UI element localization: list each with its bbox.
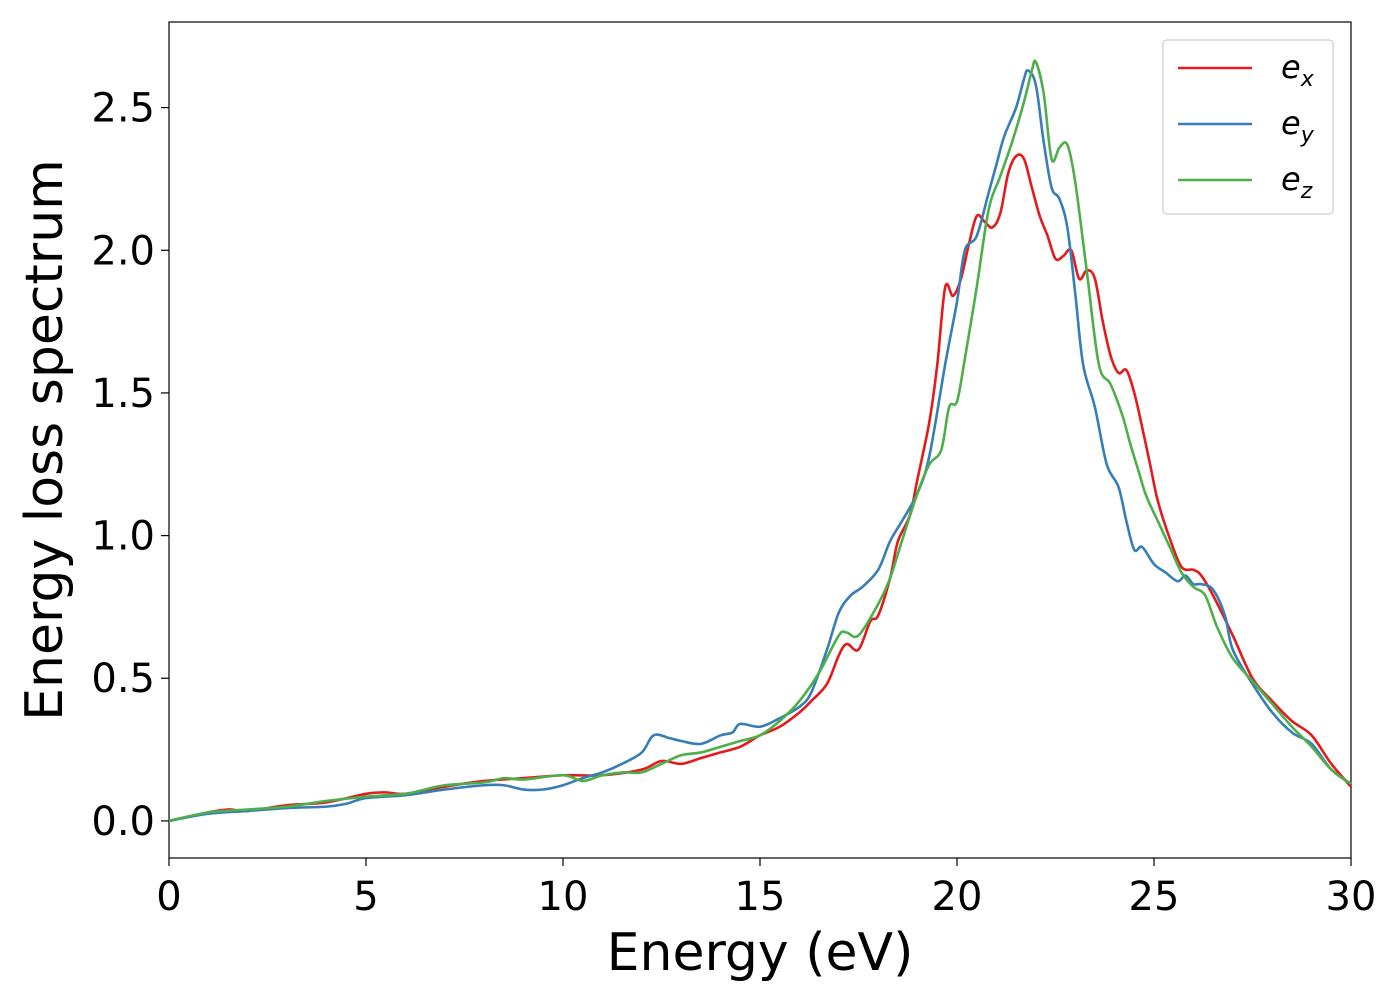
series-line-e-x [168,153,1352,823]
legend-label-e-x: ex [1281,48,1315,92]
legend-items: ex ey ez [1178,48,1315,204]
x-tick-label: 5 [353,874,378,920]
legend-label-e-y: ey [1281,104,1315,148]
x-tick-label: 20 [932,874,983,920]
legend: ex ey ez [1162,39,1334,215]
y-tick-label: 2.0 [91,228,155,274]
y-tick-label: 1.0 [91,514,155,560]
x-axis-label: Energy (eV) [607,923,914,983]
x-tick-label: 0 [156,874,181,920]
series-lines [168,59,1352,823]
y-tick-label: 0.0 [91,799,155,845]
legend-label-e-z: ez [1281,160,1313,204]
x-axis: 0 5 10 15 20 25 30 [156,858,1376,920]
series-line-e-y [168,69,1352,823]
y-axis-label: Energy loss spectrum [15,159,75,721]
y-tick-label: 2.5 [91,86,155,132]
x-tick-label: 30 [1326,874,1377,920]
x-tick-label: 25 [1129,874,1180,920]
plot-area [168,21,1352,859]
x-tick-label: 10 [538,874,589,920]
y-tick-label: 0.5 [91,656,155,702]
y-axis: 0.0 0.5 1.0 1.5 2.0 2.5 [91,86,169,845]
legend-box [1162,39,1334,215]
series-line-e-z [168,59,1352,823]
x-tick-label: 15 [735,874,786,920]
y-tick-label: 1.5 [91,371,155,417]
